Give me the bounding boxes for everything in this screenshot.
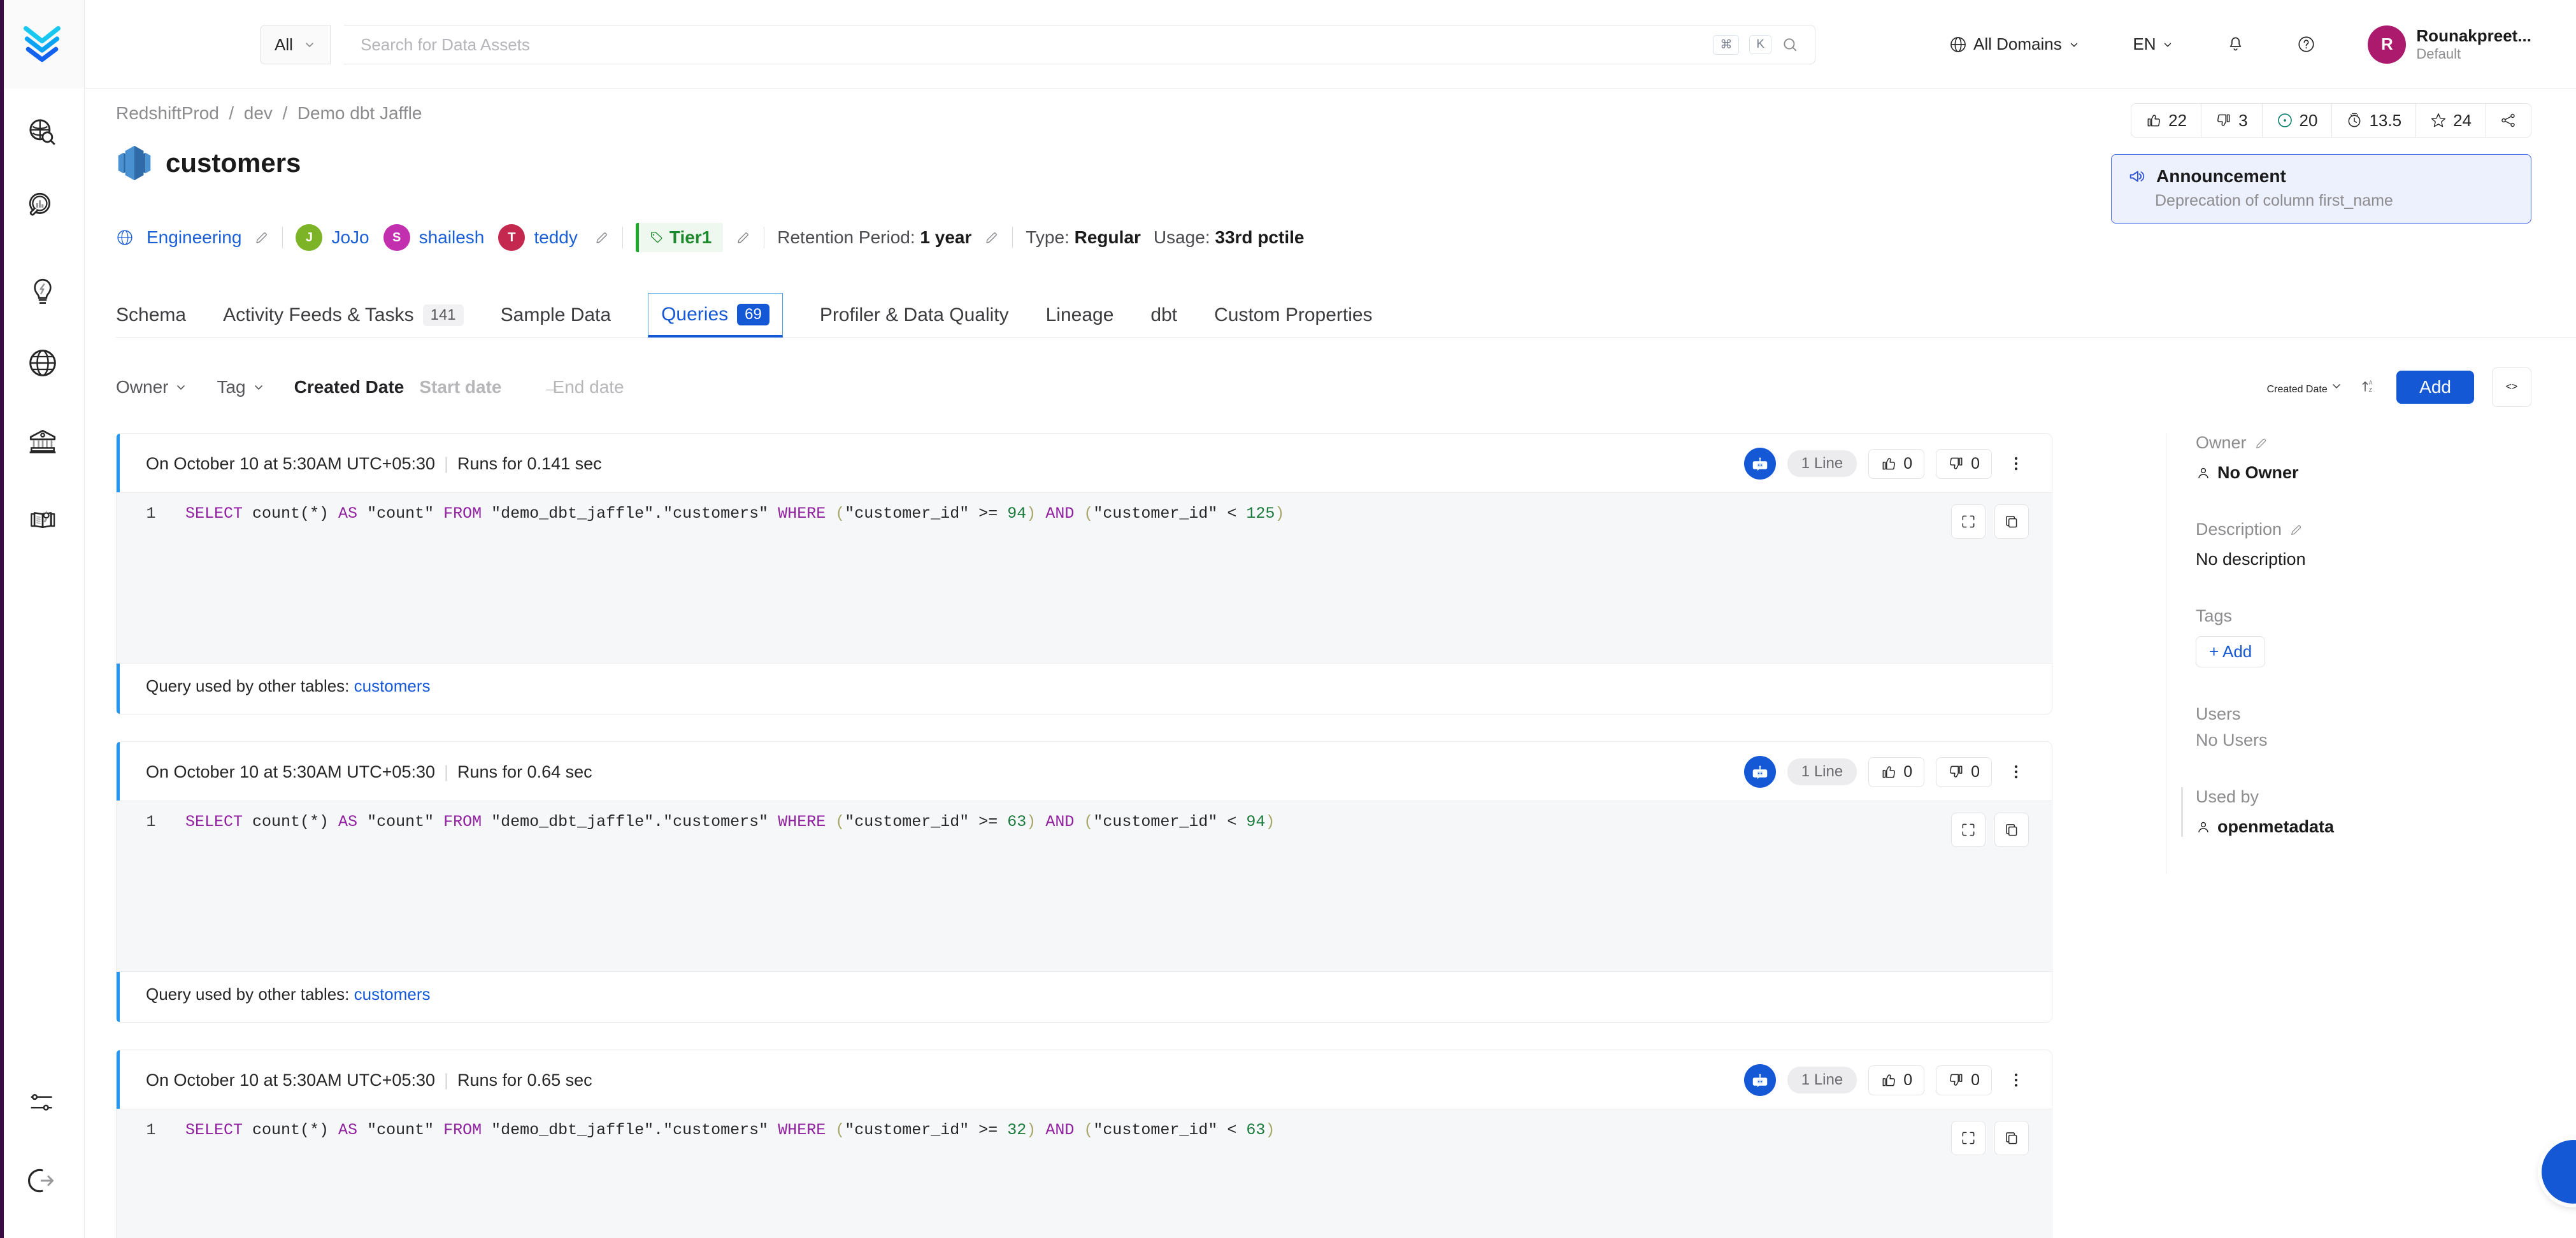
svg-text:A: A — [2369, 380, 2373, 385]
svg-text:Z: Z — [2369, 387, 2372, 393]
